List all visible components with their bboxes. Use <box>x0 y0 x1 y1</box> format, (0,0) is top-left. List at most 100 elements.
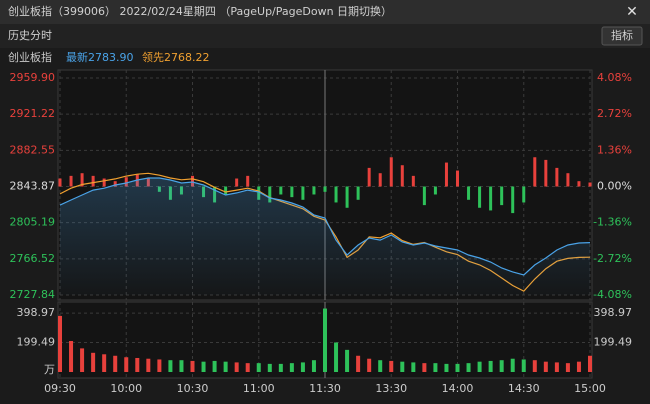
volume-bar <box>168 360 173 372</box>
volume-bar <box>466 363 471 372</box>
strength-bar <box>456 170 459 187</box>
volume-bar <box>356 355 361 372</box>
title-bar <box>0 0 650 24</box>
legend-entry: 最新2783.90 <box>66 50 134 64</box>
volume-bar <box>124 357 129 372</box>
volume-bar <box>477 361 482 372</box>
volume-tick-label: 398.97 <box>594 306 633 319</box>
volume-bar <box>532 360 537 372</box>
strength-bar <box>367 167 371 187</box>
strength-bar <box>91 175 95 187</box>
volume-tick-label: 199.49 <box>17 336 56 349</box>
volume-bar <box>510 358 515 372</box>
volume-bar <box>565 363 570 372</box>
volume-bar <box>588 355 592 372</box>
y2-tick-label: -4.08% <box>593 288 632 301</box>
strength-bar <box>467 186 471 200</box>
strength-bar <box>235 178 239 187</box>
strength-bar <box>400 165 404 187</box>
volume-bar <box>499 360 504 372</box>
volume-bar <box>69 341 74 372</box>
volume-bar <box>135 357 140 372</box>
volume-bar <box>223 361 228 372</box>
y2-tick-label: -2.72% <box>593 252 632 265</box>
x-tick-label: 11:00 <box>243 382 275 395</box>
strength-bar <box>58 178 62 187</box>
y-tick-label: 2959.90 <box>10 71 56 84</box>
strength-bar <box>533 157 537 187</box>
volume-bar <box>488 360 493 372</box>
strength-bar <box>113 181 117 187</box>
volume-bar <box>190 360 195 372</box>
strength-bar <box>422 186 426 206</box>
volume-bar <box>554 362 559 372</box>
strength-bar <box>80 173 84 187</box>
toolbar <box>0 24 650 48</box>
indicator-button[interactable]: 指标 <box>611 28 633 42</box>
strength-bar <box>124 177 128 187</box>
volume-bar <box>80 348 85 372</box>
price-line <box>59 177 591 276</box>
strength-bar <box>555 167 559 187</box>
close-button[interactable]: ✕ <box>626 4 638 20</box>
strength-bar <box>378 173 382 187</box>
volume-bar <box>311 360 316 372</box>
index-name: 创业板指 <box>8 50 52 64</box>
volume-tick-label: 199.49 <box>594 336 633 349</box>
volume-bar <box>433 363 438 372</box>
x-tick-label: 10:30 <box>177 382 209 395</box>
strength-bar <box>500 186 504 206</box>
volume-bar <box>157 359 162 372</box>
strength-bar <box>478 186 482 208</box>
volume-bar <box>323 308 327 372</box>
volume-bar <box>400 361 405 372</box>
strength-bar <box>345 186 349 208</box>
strength-bar <box>301 186 305 200</box>
strength-bar <box>69 175 73 187</box>
volume-bar <box>201 361 206 372</box>
tab-label[interactable]: 历史分时 <box>8 29 52 42</box>
strength-bar <box>489 186 493 211</box>
volume-bar <box>91 352 96 372</box>
volume-bar <box>444 363 449 372</box>
volume-bar <box>267 363 272 372</box>
strength-bar <box>511 186 515 214</box>
y2-tick-label: -1.36% <box>593 216 632 229</box>
y2-tick-label: 4.08% <box>597 71 632 84</box>
volume-bar <box>543 361 548 372</box>
volume-bar <box>455 363 460 372</box>
strength-bar <box>444 162 448 187</box>
volume-unit: 万 <box>44 363 55 376</box>
x-tick-label: 10:00 <box>110 382 142 395</box>
strength-bar <box>356 186 360 200</box>
y-tick-label: 2882.55 <box>10 143 56 156</box>
volume-bar <box>113 355 118 372</box>
x-tick-label: 09:30 <box>44 382 76 395</box>
volume-bar <box>411 362 416 372</box>
volume-bar <box>345 349 350 372</box>
x-tick-label: 14:00 <box>442 382 474 395</box>
y-tick-label: 2921.22 <box>10 107 56 120</box>
y-tick-label: 2727.84 <box>10 288 56 301</box>
indicator-button-bg[interactable] <box>601 26 643 46</box>
y-tick-label: 2843.87 <box>10 180 56 193</box>
strength-bar <box>433 186 437 195</box>
volume-bar <box>58 315 62 372</box>
x-tick-label: 15:00 <box>574 382 606 395</box>
volume-bar <box>245 363 250 372</box>
y-tick-label: 2805.19 <box>10 216 56 229</box>
volume-tick-label: 398.97 <box>17 306 56 319</box>
volume-bar <box>300 362 305 372</box>
strength-bar <box>268 186 272 203</box>
volume-bar <box>521 359 526 372</box>
strength-bar <box>323 186 327 192</box>
volume-bar <box>234 362 239 372</box>
y2-tick-label: 0.00% <box>597 180 632 193</box>
strength-bar <box>191 175 194 187</box>
price-area <box>60 178 590 295</box>
y2-tick-label: 2.72% <box>597 107 632 120</box>
strength-bar <box>411 175 415 187</box>
volume-bar <box>422 363 427 372</box>
